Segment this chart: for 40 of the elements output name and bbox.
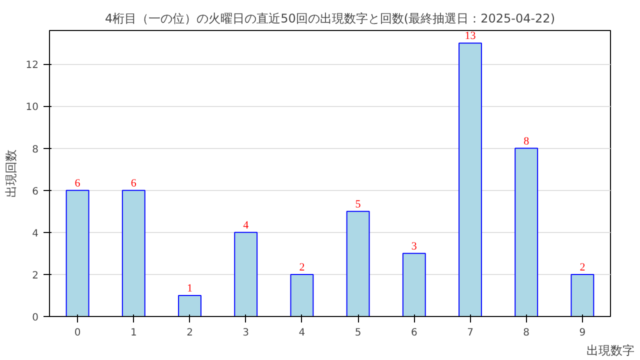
bar: [234, 232, 258, 316]
bar: [346, 210, 370, 316]
y-tick-label: 12: [26, 60, 39, 72]
data-label: 1: [187, 282, 192, 294]
x-tick-label: 1: [130, 328, 137, 338]
x-tick-label: 3: [242, 328, 250, 338]
x-tick-label: 0: [74, 328, 81, 338]
x-tick-label: 6: [410, 328, 418, 338]
bar: [514, 148, 538, 316]
bar: [458, 42, 482, 316]
x-axis-title: 出現数字: [586, 344, 634, 358]
bar: [402, 252, 426, 316]
bar: [66, 190, 90, 316]
data-label: 5: [355, 198, 362, 210]
data-label: 13: [464, 30, 476, 42]
x-tick-label: 4: [298, 328, 306, 338]
chart-title: 4桁目（一の位）の火曜日の直近50回の出現数字と回数(最終抽選日：2025-04-22): [104, 12, 556, 26]
data-label: 8: [524, 135, 530, 148]
x-tick-label: 2: [186, 328, 193, 338]
bar: [570, 274, 594, 316]
y-tick-label: 2: [32, 270, 39, 282]
y-tick-label: 6: [32, 186, 39, 198]
y-tick-label: 4: [32, 228, 39, 240]
x-tick-label: 8: [523, 328, 530, 338]
bar: [178, 294, 202, 316]
data-label: 6: [74, 177, 81, 190]
data-label: 6: [130, 177, 137, 190]
y-axis-title: 出現回数: [4, 150, 18, 198]
x-tick-label: 9: [579, 328, 586, 338]
y-tick-label: 10: [26, 102, 39, 114]
x-tick-label: 5: [354, 328, 362, 338]
y-tick-label: 0: [32, 312, 39, 324]
data-label: 2: [580, 261, 586, 274]
data-label: 3: [411, 240, 418, 252]
data-label: 2: [299, 261, 305, 274]
data-label: 4: [243, 219, 250, 232]
bar: [290, 274, 314, 316]
bar: [122, 190, 146, 316]
y-tick-label: 8: [32, 144, 39, 156]
x-tick-label: 7: [467, 328, 474, 338]
